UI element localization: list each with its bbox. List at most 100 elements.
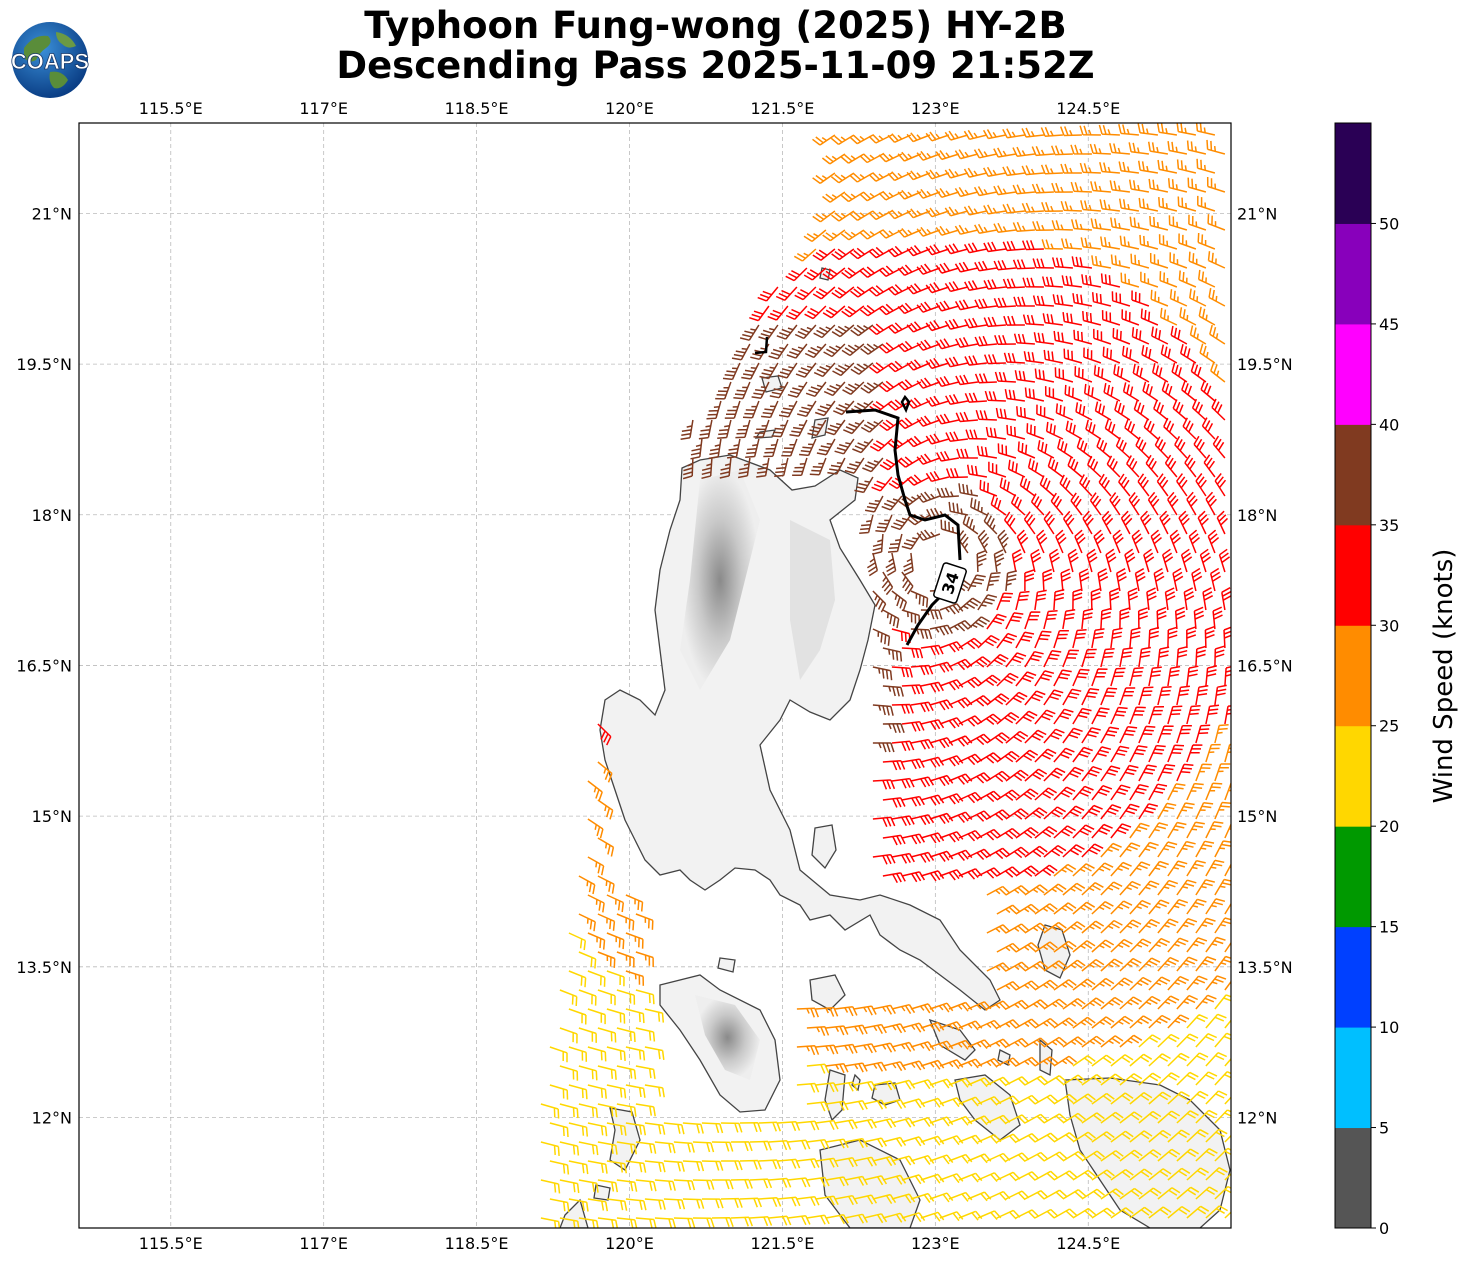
wind-barb xyxy=(720,1160,743,1171)
colorbar-frame xyxy=(1334,122,1372,1229)
wind-barb xyxy=(815,1044,839,1055)
wind-barb xyxy=(1005,570,1017,592)
wind-barb xyxy=(1186,859,1206,877)
wind-barb xyxy=(878,380,903,393)
wind-barb xyxy=(825,1100,849,1111)
wind-barb xyxy=(1002,128,1026,139)
wind-barb xyxy=(1043,767,1066,782)
wind-barb xyxy=(882,722,905,734)
wind-barb xyxy=(1100,1035,1124,1048)
marinduque-island xyxy=(809,974,846,1011)
wind-barb xyxy=(1034,589,1047,611)
wind-barb xyxy=(1043,728,1065,744)
wind-barb xyxy=(1159,510,1171,535)
wind-barb xyxy=(1062,1189,1087,1200)
wind-barb xyxy=(983,354,1006,365)
wind-barb xyxy=(1124,418,1140,440)
wind-barb xyxy=(1110,823,1132,839)
wind-barb xyxy=(692,1141,715,1153)
wind-barb xyxy=(1147,491,1160,516)
wind-barb xyxy=(1005,808,1029,820)
wind-barb xyxy=(973,186,998,197)
wind-barb xyxy=(587,818,604,839)
wind-barb xyxy=(967,772,992,784)
wind-barb xyxy=(597,723,612,746)
wind-barb xyxy=(944,168,969,179)
wind-barb xyxy=(986,809,1011,821)
wind-barb xyxy=(925,357,950,370)
wind-barb xyxy=(1032,258,1054,269)
wind-barb xyxy=(1148,1206,1172,1219)
wind-barb xyxy=(1072,1207,1097,1219)
wind-barb xyxy=(786,343,808,359)
wind-barb xyxy=(1167,1014,1190,1029)
wind-barb xyxy=(872,779,896,790)
wind-barb xyxy=(901,1136,926,1147)
wind-barb xyxy=(996,904,1021,915)
wind-barb xyxy=(1129,1053,1153,1067)
wind-barb xyxy=(1072,978,1096,991)
wind-barb xyxy=(881,495,903,511)
wind-barb xyxy=(698,419,713,440)
wind-barb xyxy=(1034,1094,1059,1105)
wind-barb xyxy=(944,206,969,217)
wind-barb xyxy=(673,1141,695,1153)
wind-barb xyxy=(1129,1206,1153,1219)
wind-barb xyxy=(1149,252,1169,269)
colorbar-segment xyxy=(1335,123,1371,224)
wind-barb xyxy=(1145,454,1159,478)
wind-barb xyxy=(920,1211,945,1222)
wind-barb xyxy=(1053,588,1065,611)
wind-barb xyxy=(901,833,926,845)
wind-barb xyxy=(549,1084,569,1100)
wind-barb xyxy=(1100,842,1122,858)
wind-barb xyxy=(920,1021,945,1032)
wind-barb xyxy=(720,1122,743,1133)
wind-barb xyxy=(1183,587,1195,611)
wind-barb xyxy=(1205,1013,1227,1029)
wind-barb xyxy=(920,870,945,882)
wind-barb xyxy=(1015,749,1039,763)
wind-barb xyxy=(597,989,616,1006)
wind-barb xyxy=(1072,824,1095,839)
wind-barb xyxy=(1110,1092,1134,1105)
colorbar-tick-label: 15 xyxy=(1379,918,1399,937)
wind-barb xyxy=(986,847,1011,860)
wind-barb xyxy=(1158,197,1178,212)
wind-barb xyxy=(796,1120,820,1131)
wind-barb xyxy=(1072,1016,1096,1029)
wind-barb xyxy=(859,229,884,240)
wind-barb xyxy=(939,1211,964,1222)
wind-barb xyxy=(1081,1035,1105,1048)
wind-barb xyxy=(1188,214,1207,231)
wind-barb xyxy=(673,1179,696,1191)
wind-barb xyxy=(1072,707,1092,725)
wind-barb xyxy=(616,913,635,931)
wind-barb xyxy=(882,834,906,846)
wind-barb xyxy=(1203,454,1216,478)
wind-barb xyxy=(711,1216,734,1227)
wind-barb xyxy=(958,1058,983,1069)
wind-barb xyxy=(1197,269,1216,288)
wind-barb xyxy=(1212,435,1226,459)
lat-label-right: 13.5°N xyxy=(1237,958,1293,977)
wind-barb xyxy=(891,590,908,612)
longitude-labels-top: 115.5°E 117°E 118.5°E 120°E 121.5°E 123°E 124.… xyxy=(139,99,1120,118)
wind-barb xyxy=(996,711,1020,725)
wind-barb xyxy=(1034,903,1058,915)
wind-barb xyxy=(1195,1109,1218,1124)
wind-barb xyxy=(1129,976,1152,991)
wind-barb xyxy=(1024,999,1049,1010)
wind-barb xyxy=(1167,141,1188,155)
wind-barb xyxy=(897,151,922,162)
wind-barb xyxy=(841,343,865,357)
wind-barb xyxy=(1129,822,1150,839)
wind-barb xyxy=(597,1065,617,1080)
wind-barb xyxy=(1081,648,1097,668)
wind-barb xyxy=(568,1160,589,1175)
wind-barb xyxy=(887,533,903,553)
wind-barb xyxy=(1119,647,1133,668)
wind-barb xyxy=(625,1160,647,1173)
wind-barb xyxy=(882,872,906,884)
wind-barb xyxy=(1022,277,1044,288)
